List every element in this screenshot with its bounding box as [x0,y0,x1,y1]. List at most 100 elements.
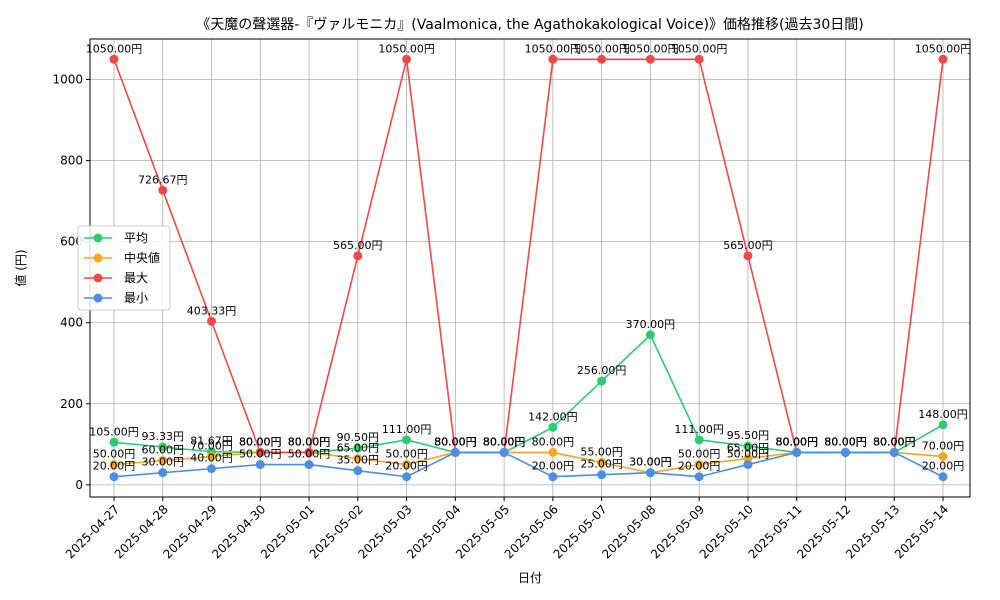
data-point [207,451,217,461]
data-label: 142.00円 [528,410,578,423]
series-平均 [109,330,948,457]
data-label: 80.00円 [775,435,818,448]
data-label: 80.00円 [824,435,867,448]
legend-label: 最大 [124,271,148,285]
chart-title: 《天魔の聲選器-『ヴァルモニカ』(Vaalmonica, the Agathok… [196,16,864,33]
data-point [158,456,168,466]
data-label: 80.00円 [873,435,916,448]
data-label: 80.00円 [239,435,282,448]
data-label: 1050.00円 [86,42,143,55]
data-point [109,460,119,470]
y-tick-label: 200 [60,397,83,411]
plot-frame [89,38,971,498]
data-point [353,443,363,453]
data-point [402,435,412,445]
data-label: 20.00円 [922,460,965,473]
data-label: 20.00円 [678,460,721,473]
data-label: 80.00円 [288,435,331,448]
data-label: 30.00円 [629,456,672,469]
data-point [402,54,412,64]
data-point [109,54,119,64]
data-point [109,472,119,482]
data-point [597,376,607,386]
data-point [645,468,655,478]
data-point [694,54,704,64]
data-label: 80.00円 [824,435,867,448]
legend-swatch-marker [93,233,103,243]
data-label: 90.50円 [337,431,380,444]
data-label: 50.00円 [727,448,770,461]
data-point [938,420,948,430]
data-point [597,458,607,468]
legend-label: 中央値 [124,250,160,265]
data-label: 93.33円 [142,430,185,443]
data-label: 111.00円 [674,423,724,436]
data-point [304,447,314,457]
data-label: 80.00円 [873,435,916,448]
data-label: 50.00円 [385,448,428,461]
data-label: 80.00円 [775,435,818,448]
legend-swatch-marker [93,293,103,303]
legend-label: 平均 [124,231,148,245]
data-label: 80.00円 [239,435,282,448]
data-label: 80.00円 [434,435,477,448]
y-tick-label: 600 [60,235,83,249]
data-point [548,472,558,482]
y-tick-label: 800 [60,154,83,168]
data-point [158,185,168,195]
data-point [158,442,168,452]
data-label: 65.00円 [727,441,770,454]
data-label: 50.00円 [93,448,136,461]
data-label: 80.00円 [775,435,818,448]
y-tick-label: 1000 [52,73,83,87]
data-label: 81.67円 [190,435,233,448]
data-point [255,447,265,457]
data-label: 50.00円 [288,448,331,461]
data-label: 1050.00円 [378,42,435,55]
data-label: 1050.00円 [525,42,582,55]
y-tick-label: 400 [60,316,83,330]
data-point [548,54,558,64]
data-point [450,447,460,457]
data-label: 80.00円 [288,435,331,448]
data-label: 20.00円 [385,460,428,473]
data-label: 1050.00円 [671,42,728,55]
data-label: 256.00円 [577,364,627,377]
data-label: 65.00円 [337,441,380,454]
data-point [938,472,948,482]
data-label: 403.33円 [187,304,237,317]
data-point [938,54,948,64]
x-axis-label: 日付 [518,571,542,585]
series-最大 [109,54,948,457]
y-tick-label: 0 [75,478,83,492]
data-label: 35.00円 [337,454,380,467]
legend-label: 最小 [124,291,148,305]
data-label: 80.00円 [434,435,477,448]
data-point [548,447,558,457]
data-label: 80.00円 [873,435,916,448]
data-point [304,460,314,470]
data-label: 30.00円 [142,456,185,469]
data-point [645,54,655,64]
data-point [792,447,802,457]
data-point [597,54,607,64]
data-label: 565.00円 [723,239,773,252]
legend-box [77,225,171,311]
data-label: 1050.00円 [915,42,972,55]
data-label: 1050.00円 [573,42,630,55]
data-label: 80.00円 [532,435,575,448]
data-label: 80.00円 [434,435,477,448]
data-point [109,437,119,447]
series-line [113,451,944,478]
series-最小 [109,447,948,482]
data-point [207,316,217,326]
series-line [113,58,944,454]
data-label: 80.00円 [483,435,526,448]
data-point [499,447,509,457]
data-point [353,251,363,261]
data-label: 111.00円 [382,423,432,436]
y-axis: 0 200 400 600 800 1000 [52,73,90,492]
data-label: 70.00円 [190,439,233,452]
